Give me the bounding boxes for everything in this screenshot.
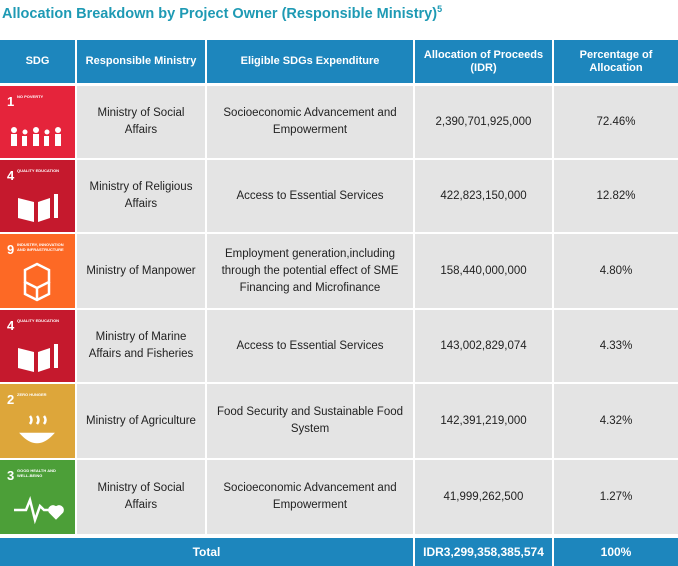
percentage-cell: 1.27% xyxy=(554,460,678,534)
total-percentage: 100% xyxy=(554,538,678,566)
expenditure-cell: Socioeconomic Advancement and Empowermen… xyxy=(207,86,413,158)
ministry-cell: Ministry of Religious Affairs xyxy=(77,160,205,232)
footnote: 5 xyxy=(437,4,443,14)
sdg-number: 4 xyxy=(7,168,15,183)
header-cell: Percentage of Allocation xyxy=(554,40,678,83)
header-cell: Allocation of Proceeds (IDR) xyxy=(415,40,552,83)
allocation-cell: 422,823,150,000 xyxy=(415,160,552,232)
allocation-cell: 158,440,000,000 xyxy=(415,234,552,308)
ministry-cell: Ministry of Social Affairs xyxy=(77,86,205,158)
ministry-cell: Ministry of Marine Affairs and Fisheries xyxy=(77,310,205,382)
sdg-tile xyxy=(0,460,75,534)
sdg-label: ZERO HUNGER xyxy=(17,392,47,397)
allocation-cell: 143,002,829,074 xyxy=(415,310,552,382)
sdg-tile xyxy=(0,310,75,382)
ministry-cell: Ministry of Agriculture xyxy=(77,384,205,458)
sdg-icon: 9 INDUSTRY, INNOVATION AND INFRASTRUCTURE xyxy=(0,234,75,308)
expenditure-cell: Food Security and Sustainable Food Syste… xyxy=(207,384,413,458)
expenditure-cell: Access to Essential Services xyxy=(207,310,413,382)
title-text: Allocation Breakdown by Project Owner (R… xyxy=(2,5,438,22)
percentage-cell: 12.82% xyxy=(554,160,678,232)
sdg-icon: 4 QUALITY EDUCATION xyxy=(0,160,75,232)
sdg-icon: 2 ZERO HUNGER xyxy=(0,384,75,458)
percentage-cell: 4.32% xyxy=(554,384,678,458)
sdg-number: 2 xyxy=(7,392,14,407)
sdg-icon: 3 GOOD HEALTH AND WELL-BEING xyxy=(0,460,75,534)
allocation-cell: 41,999,262,500 xyxy=(415,460,552,534)
sdg-number: 3 xyxy=(7,468,14,483)
percentage-cell: 72.46% xyxy=(554,86,678,158)
expenditure-cell: Employment generation,including through … xyxy=(207,234,413,308)
header-cell: Eligible SDGs Expenditure xyxy=(207,40,413,83)
ministry-cell: Ministry of Social Affairs xyxy=(77,460,205,534)
percentage-cell: 4.80% xyxy=(554,234,678,308)
total-label: Total xyxy=(0,538,413,566)
sdg-label: INDUSTRY, INNOVATION AND INFRASTRUCTURE xyxy=(17,242,64,252)
expenditure-cell: Access to Essential Services xyxy=(207,160,413,232)
header-cell: SDG xyxy=(0,40,75,83)
allocation-cell: 142,391,219,000 xyxy=(415,384,552,458)
expenditure-cell: Socioeconomic Advancement and Empowermen… xyxy=(207,460,413,534)
sdg-tile xyxy=(0,160,75,232)
allocation-cell: 2,390,701,925,000 xyxy=(415,86,552,158)
sdg-label: QUALITY EDUCATION xyxy=(17,168,60,173)
sdg-label: QUALITY EDUCATION xyxy=(17,318,60,323)
sdg-number: 1 xyxy=(7,94,14,109)
sdg-number: 9 xyxy=(7,242,14,257)
sdg-icon: 1 NO POVERTY xyxy=(0,86,75,158)
title: Allocation Breakdown by Project Owner (R… xyxy=(2,4,442,22)
percentage-cell: 4.33% xyxy=(554,310,678,382)
sdg-label: NO POVERTY xyxy=(17,94,44,99)
header-cell: Responsible Ministry xyxy=(77,40,205,83)
ministry-cell: Ministry of Manpower xyxy=(77,234,205,308)
sdg-label: GOOD HEALTH AND WELL-BEING xyxy=(17,468,56,478)
sdg-icon: 4 QUALITY EDUCATION xyxy=(0,310,75,382)
total-allocation: IDR3,299,358,385,574 xyxy=(415,538,552,566)
sdg-number: 4 xyxy=(7,318,15,333)
